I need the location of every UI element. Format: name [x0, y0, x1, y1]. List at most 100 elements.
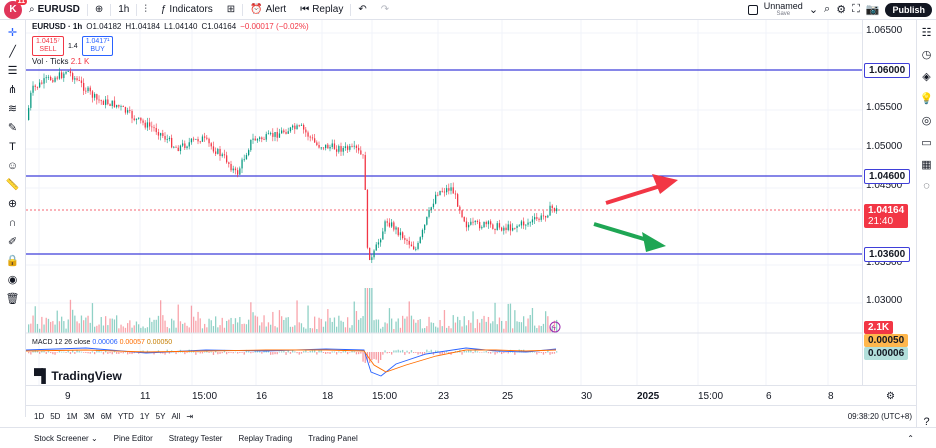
candle-body — [145, 123, 146, 128]
tab-strategy-tester[interactable]: Strategy Tester — [169, 434, 223, 443]
chat-icon[interactable]: ▭ — [921, 136, 931, 149]
range-1m[interactable]: 1M — [66, 412, 77, 421]
macd-histogram-bar — [490, 352, 491, 354]
camera-icon[interactable]: 📷 — [866, 3, 880, 16]
emoji-icon[interactable]: ☺ — [5, 159, 21, 173]
candle-body — [545, 216, 546, 217]
volume-bar — [312, 328, 313, 333]
lock-drawings-icon[interactable]: ✐ — [5, 235, 21, 249]
tab-trading-panel[interactable]: Trading Panel — [308, 434, 358, 443]
volume-bar — [182, 324, 183, 333]
macd-histogram-bar — [296, 352, 297, 353]
pitchfork-icon[interactable]: ⋔ — [5, 83, 21, 97]
tab-stock-screener[interactable]: Stock Screener ⌄ — [34, 434, 98, 443]
buy-button[interactable]: 1.0417¹BUY — [82, 36, 114, 56]
range-3m[interactable]: 3M — [84, 412, 95, 421]
brush-icon[interactable]: ✎ — [5, 121, 21, 135]
timezone-clock[interactable]: 09:38:20 (UTC+8) — [848, 412, 916, 421]
redo-button[interactable]: ↷ — [374, 0, 396, 20]
range-5y[interactable]: 5Y — [156, 412, 166, 421]
target-icon[interactable]: ◎ — [922, 114, 932, 127]
notifications-icon[interactable]: ◌ — [923, 180, 930, 192]
candle-body — [310, 137, 311, 138]
candle-body — [549, 206, 550, 216]
time-axis[interactable]: 9 11 15:00 16 18 15:00 23 25 30 2025 15:… — [26, 385, 916, 405]
user-avatar[interactable]: K11 — [4, 1, 22, 19]
indicators-button[interactable]: ƒIndicators — [154, 0, 220, 20]
text-icon[interactable]: T — [5, 140, 21, 154]
alert-button[interactable]: ⏰Alert — [243, 0, 293, 20]
interval-button[interactable]: 1h — [111, 0, 136, 20]
volume-bar — [213, 326, 214, 333]
candle-body — [195, 139, 196, 140]
layout-name-button[interactable]: UnnamedSave — [764, 2, 803, 18]
volume-bar — [266, 327, 267, 333]
chevron-up-icon[interactable]: ⌃ — [907, 434, 914, 443]
settings-gear-icon[interactable]: ⚙ — [886, 391, 895, 402]
fullscreen-icon[interactable]: ⛶ — [852, 3, 860, 16]
layout-status: Save — [764, 10, 803, 18]
trend-line-icon[interactable]: ╱ — [5, 45, 21, 59]
candle-body — [32, 86, 33, 93]
templates-button[interactable]: ⊞ — [220, 0, 242, 20]
zoom-in-icon[interactable]: ⊕ — [5, 197, 21, 211]
last-price-badge: 1.0416421:40 — [864, 204, 908, 228]
range-1y[interactable]: 1Y — [140, 412, 150, 421]
volume-bar — [180, 321, 181, 333]
chart-type-button[interactable]: ⫶ — [137, 0, 154, 20]
tradingview-logo[interactable]: ▀▌TradingView — [34, 368, 122, 383]
ideas-bulb-icon[interactable]: 💡 — [920, 92, 934, 105]
ruler-icon[interactable]: 📏 — [5, 178, 21, 192]
publish-button[interactable]: Publish — [885, 3, 932, 17]
crosshair-icon[interactable]: ✛ — [5, 26, 21, 40]
price-chart[interactable]: ϟ — [26, 20, 862, 385]
range-5d[interactable]: 5D — [50, 412, 60, 421]
range-1d[interactable]: 1D — [34, 412, 44, 421]
go-to-date-icon[interactable]: ⇥ — [186, 412, 193, 421]
chevron-down-icon[interactable]: ⌄ — [809, 3, 818, 16]
sell-button[interactable]: 1.0415⁷SELL — [32, 36, 64, 56]
patterns-icon[interactable]: ≋ — [5, 102, 21, 116]
lock-icon[interactable]: 🔒 — [5, 254, 21, 268]
volume-bar — [263, 315, 264, 333]
redo-icon: ↷ — [381, 4, 389, 15]
volume-bar — [268, 322, 269, 333]
volume-bar — [204, 324, 205, 333]
alerts-clock-icon[interactable]: ◷ — [922, 48, 932, 61]
magnet-icon[interactable]: ∩ — [5, 216, 21, 230]
undo-button[interactable]: ↶ — [351, 0, 373, 20]
calendar-icon[interactable]: ▦ — [921, 158, 931, 171]
add-symbol-button[interactable]: ⊕ — [88, 0, 110, 20]
candle-body — [131, 111, 132, 118]
macd-histogram-bar — [382, 352, 383, 355]
volume-bar — [525, 326, 526, 333]
candle-body — [235, 169, 236, 171]
volume-bar — [464, 316, 465, 333]
replay-button[interactable]: ⏮Replay — [293, 0, 350, 20]
volume-bar — [70, 300, 71, 333]
volume-bar — [483, 316, 484, 333]
search-icon[interactable]: ⌕ — [824, 3, 830, 16]
volume-bar — [175, 328, 176, 333]
range-6m[interactable]: 6M — [101, 412, 112, 421]
symbol-search-button[interactable]: ⌕EURUSD — [22, 0, 87, 20]
visibility-icon[interactable]: ◉ — [5, 273, 21, 287]
horizontal-lines-icon[interactable]: ☰ — [5, 64, 21, 78]
right-widget-bar: ☷ ◷ ◈ 💡 ◎ ▭ ▦ ◌ ? — [916, 20, 936, 430]
watchlist-icon[interactable]: ☷ — [922, 26, 932, 39]
range-ytd[interactable]: YTD — [118, 412, 134, 421]
layout-checkbox[interactable] — [748, 5, 758, 15]
candle-body — [318, 145, 319, 148]
macd-legend: MACD 12 26 close 0.00006 0.00057 0.00050 — [32, 339, 172, 346]
trash-icon[interactable]: 🗑 — [5, 292, 21, 306]
layers-icon[interactable]: ◈ — [922, 70, 930, 83]
candle-body — [367, 190, 368, 248]
tab-pine-editor[interactable]: Pine Editor — [114, 434, 153, 443]
candle-body — [475, 221, 476, 222]
tab-label: Stock Screener — [34, 434, 89, 443]
candle-body — [323, 148, 324, 149]
tab-replay-trading[interactable]: Replay Trading — [238, 434, 292, 443]
range-all[interactable]: All — [171, 412, 180, 421]
candle-body — [52, 80, 53, 82]
settings-gear-icon[interactable]: ⚙ — [836, 3, 846, 16]
